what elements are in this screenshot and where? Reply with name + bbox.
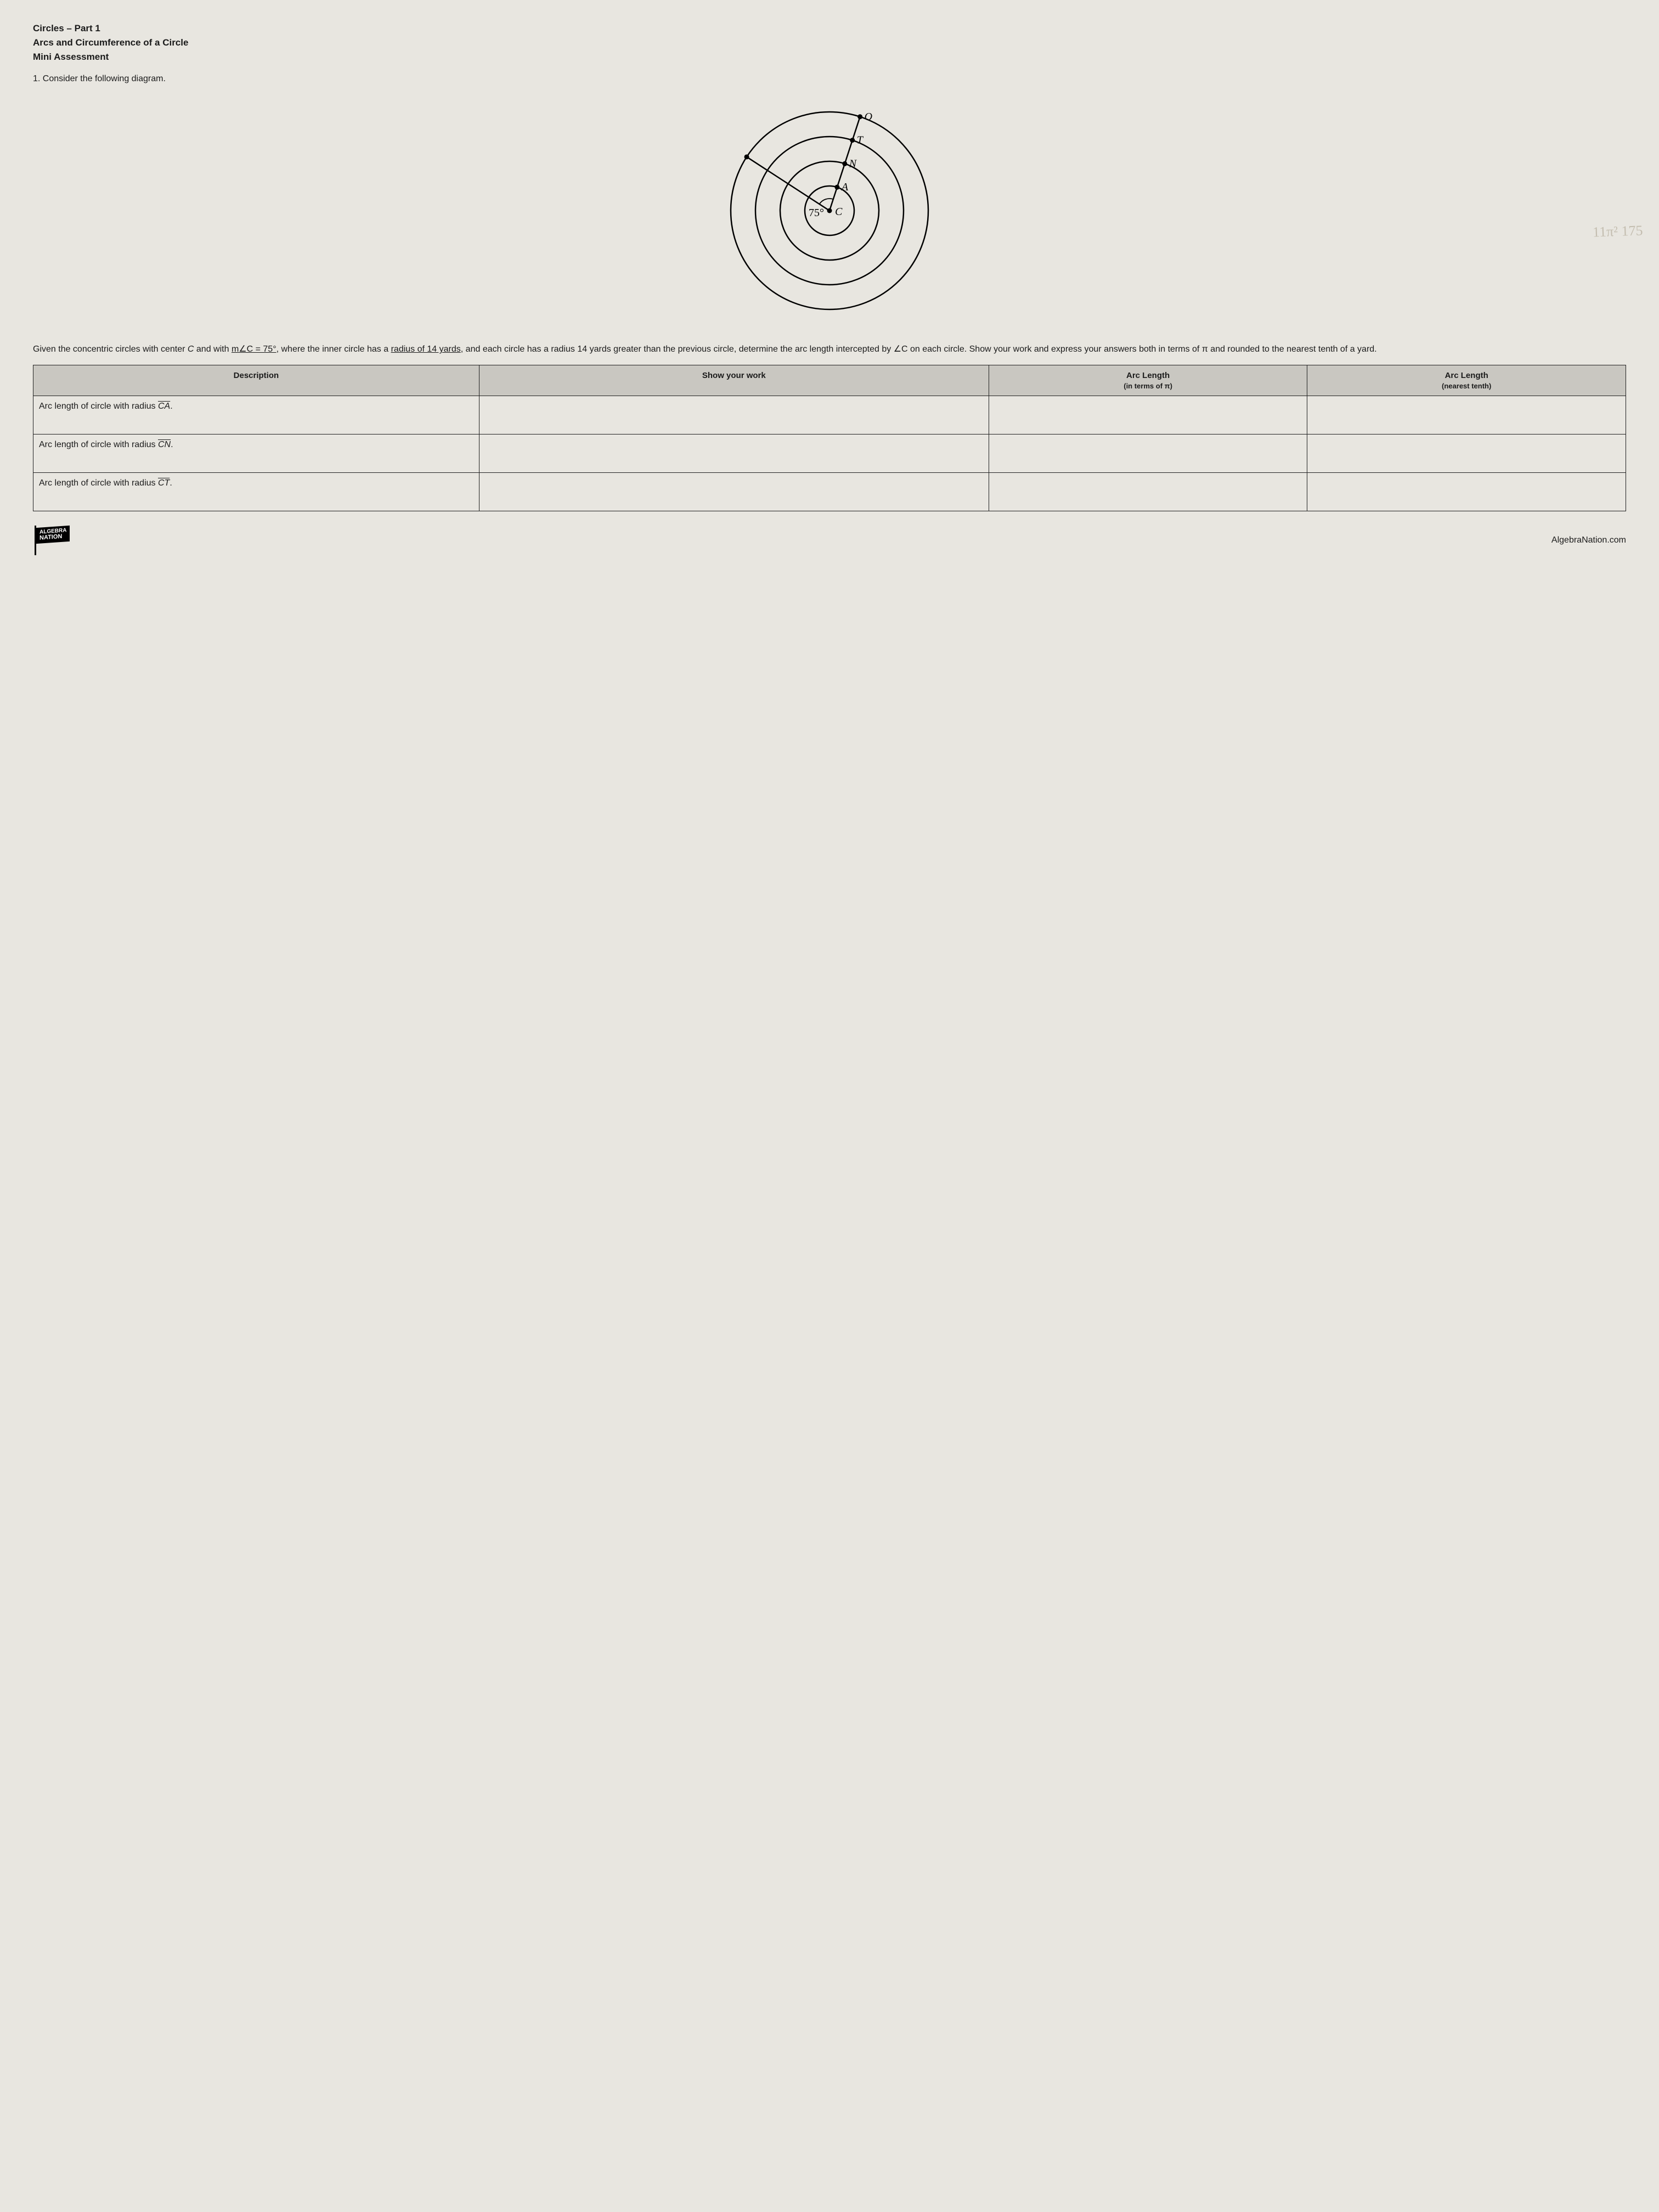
th-arc-dec-main: Arc Length [1445, 371, 1488, 380]
given-text-part: Given the concentric circles with center [33, 345, 188, 354]
th-arc-pi-sub: (in terms of π) [995, 381, 1302, 391]
header-line-3: Mini Assessment [33, 50, 1626, 64]
cell-description: Arc length of circle with radius CA. [33, 396, 479, 435]
footer-site-url: AlgebraNation.com [1551, 534, 1626, 546]
table-body: Arc length of circle with radius CA.Arc … [33, 396, 1626, 511]
pencil-scribble: 11π² 175 [1592, 221, 1643, 242]
header-line-1: Circles – Part 1 [33, 22, 1626, 35]
worksheet-header: Circles – Part 1 Arcs and Circumference … [33, 22, 1626, 63]
given-angle-underline: m∠C = 75° [232, 345, 276, 354]
th-show-work: Show your work [479, 365, 989, 396]
cell-arc-dec [1307, 396, 1626, 435]
svg-text:N: N [849, 157, 857, 170]
cell-arc-pi [989, 473, 1307, 511]
svg-text:A: A [840, 181, 849, 193]
diagram-svg: ANTO C 75° [714, 95, 945, 326]
cell-show-work [479, 396, 989, 435]
answer-table: Description Show your work Arc Length (i… [33, 365, 1626, 511]
given-radius-underline: radius of 14 yards [391, 345, 461, 354]
cell-description: Arc length of circle with radius CN. [33, 435, 479, 473]
page-footer: ALGEBRA NATION AlgebraNation.com [33, 526, 1626, 555]
th-arc-pi-main: Arc Length [1126, 371, 1170, 380]
th-arc-pi: Arc Length (in terms of π) [989, 365, 1307, 396]
cell-show-work [479, 473, 989, 511]
table-row: Arc length of circle with radius CN. [33, 435, 1626, 473]
header-line-2: Arcs and Circumference of a Circle [33, 36, 1626, 49]
given-text-part: and with [194, 345, 231, 354]
problem-description: Given the concentric circles with center… [33, 343, 1626, 356]
th-description: Description [33, 365, 479, 396]
svg-text:T: T [857, 134, 864, 146]
cell-show-work [479, 435, 989, 473]
th-arc-dec: Arc Length (nearest tenth) [1307, 365, 1626, 396]
table-row: Arc length of circle with radius CT. [33, 473, 1626, 511]
given-text-part: , and each circle has a radius 14 yards … [461, 345, 1377, 354]
given-center-var: C [188, 345, 194, 354]
cell-arc-pi [989, 435, 1307, 473]
th-arc-dec-sub: (nearest tenth) [1313, 381, 1620, 391]
flag-text-bottom: NATION [40, 534, 66, 541]
algebra-nation-logo: ALGEBRA NATION [33, 526, 72, 555]
table-row: Arc length of circle with radius CA. [33, 396, 1626, 435]
given-text-part: , where the inner circle has a [276, 345, 391, 354]
question-prompt: 1. Consider the following diagram. [33, 73, 1626, 85]
cell-arc-dec [1307, 473, 1626, 511]
cell-arc-pi [989, 396, 1307, 435]
cell-arc-dec [1307, 435, 1626, 473]
svg-text:75°: 75° [809, 207, 824, 219]
flag-banner: ALGEBRA NATION [36, 526, 70, 544]
svg-text:O: O [865, 111, 872, 123]
table-header-row: Description Show your work Arc Length (i… [33, 365, 1626, 396]
concentric-circles-diagram: ANTOC75° 11π² 175 [33, 95, 1626, 330]
svg-text:C: C [835, 206, 843, 218]
cell-description: Arc length of circle with radius CT. [33, 473, 479, 511]
